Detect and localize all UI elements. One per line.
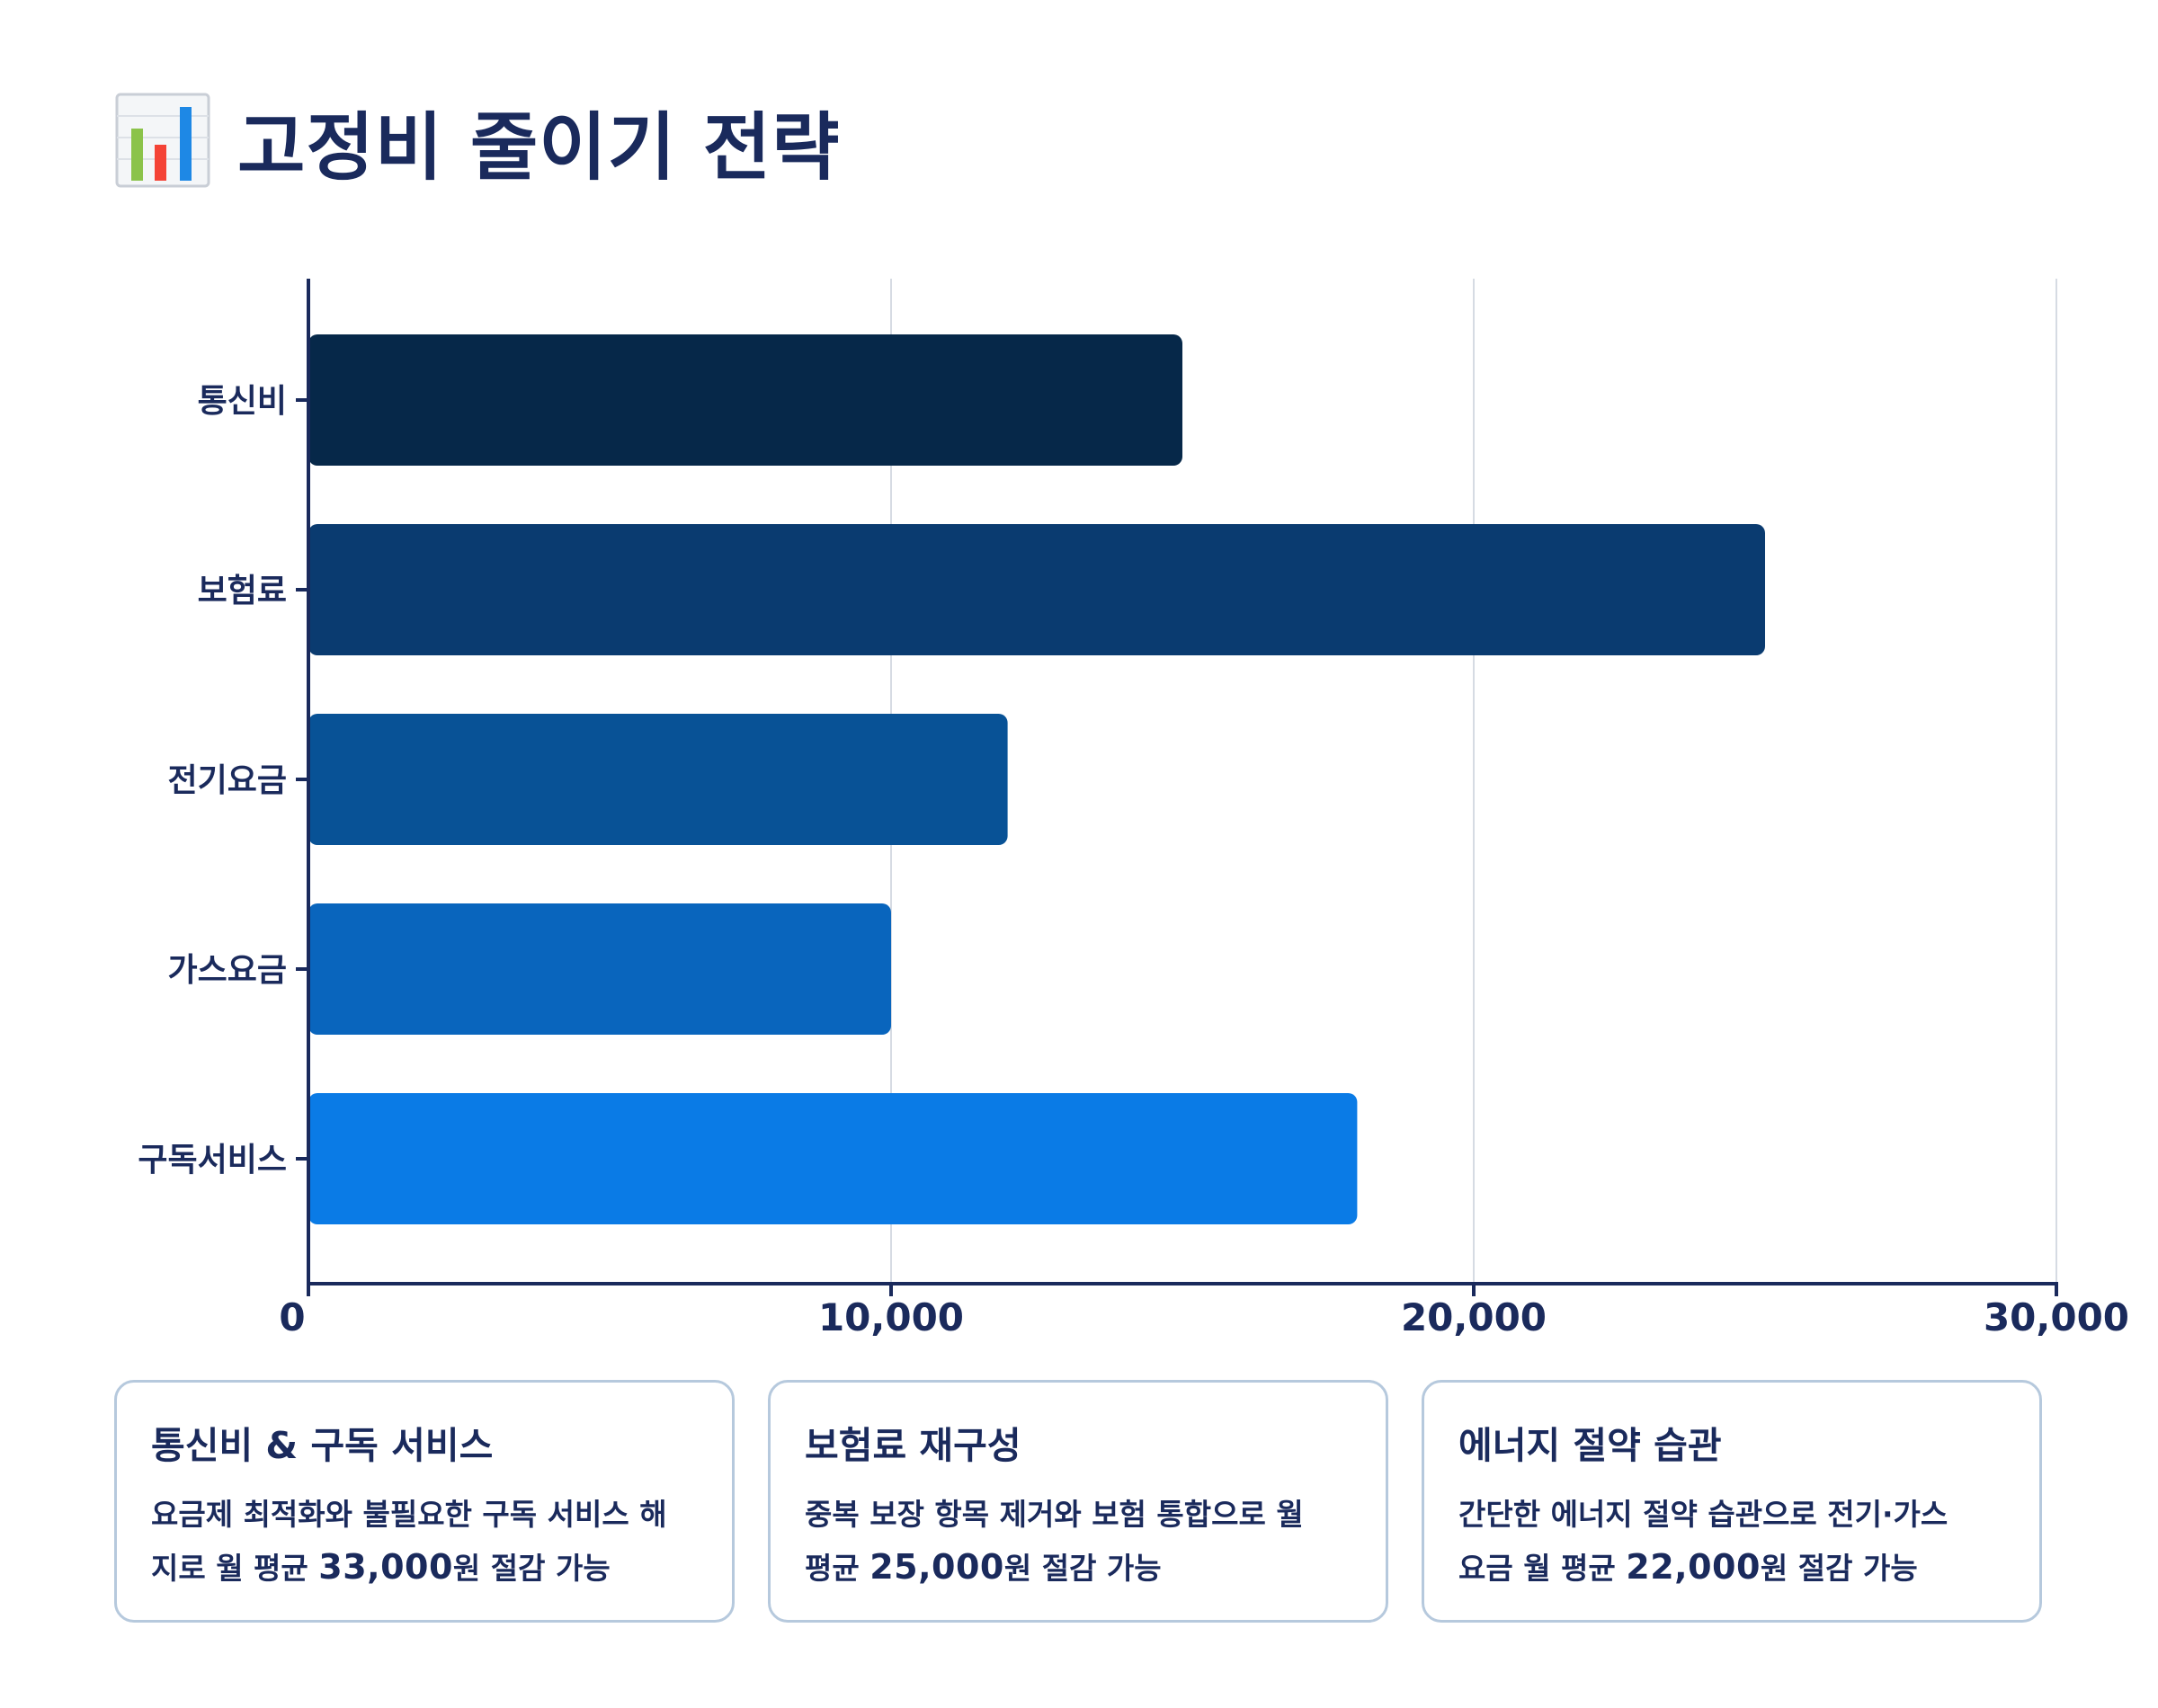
card-amount: 33,000 [318, 1547, 453, 1587]
y-category-label: 보험료 [198, 573, 287, 609]
page-title: 고정비 줄이기 전략 [237, 104, 841, 191]
card-amount: 22,000 [1626, 1547, 1761, 1587]
card-title: 보험료 재구성 [805, 1424, 1021, 1467]
card-description: 요금제 최적화와 불필요한 구독 서비스 해 지로 월 평균 33,000원 절… [151, 1489, 698, 1595]
card-telecom: 통신비 & 구독 서비스 요금제 최적화와 불필요한 구독 서비스 해 지로 월… [114, 1380, 735, 1623]
card-description: 중복 보장 항목 제거와 보험 통합으로 월 평균 25,000원 절감 가능 [805, 1489, 1351, 1595]
x-tick-label: 20,000 [1401, 1295, 1547, 1339]
strategy-cards: 통신비 & 구독 서비스 요금제 최적화와 불필요한 구독 서비스 해 지로 월… [114, 1380, 2042, 1623]
card-line: 요금제 최적화와 불필요한 구독 서비스 해 [151, 1497, 667, 1532]
card-title: 에너지 절약 습관 [1458, 1424, 1722, 1467]
bar-5 [308, 1093, 1358, 1224]
page-header: 고정비 줄이기 전략 [115, 86, 841, 194]
y-category-label: 구독서비스 [138, 1142, 287, 1179]
card-line: 중복 보장 항목 제거와 보험 통합으로 월 [805, 1497, 1304, 1532]
bar-2 [308, 524, 1765, 655]
bar-1 [308, 334, 1182, 466]
card-line: 요금 월 평균 22,000원 절감 가능 [1458, 1541, 2005, 1595]
card-amount: 25,000 [869, 1547, 1004, 1587]
y-category-label: 가스요금 [168, 952, 287, 989]
card-text: 평균 [805, 1551, 870, 1586]
card-description: 간단한 에너지 절약 습관으로 전기·가스 요금 월 평균 22,000원 절감… [1458, 1489, 2005, 1595]
bar-4 [308, 903, 891, 1035]
card-text: 원 절감 가능 [452, 1551, 611, 1586]
card-text: 지로 월 평균 [151, 1551, 319, 1586]
x-tick-label: 10,000 [818, 1295, 964, 1339]
card-energy: 에너지 절약 습관 간단한 에너지 절약 습관으로 전기·가스 요금 월 평균 … [1422, 1380, 2042, 1623]
card-line: 지로 월 평균 33,000원 절감 가능 [151, 1541, 698, 1595]
card-title: 통신비 & 구독 서비스 [151, 1424, 494, 1467]
card-text: 원 절감 가능 [1760, 1551, 1918, 1586]
bars [308, 334, 1765, 1224]
card-text: 원 절감 가능 [1003, 1551, 1162, 1586]
x-tick-label: 0 [279, 1295, 305, 1339]
x-tick-label: 30,000 [1984, 1295, 2129, 1339]
card-text: 요금 월 평균 [1458, 1551, 1627, 1586]
axes [296, 279, 2058, 1296]
card-line: 간단한 에너지 절약 습관으로 전기·가스 [1458, 1497, 1948, 1532]
card-insurance: 보험료 재구성 중복 보장 항목 제거와 보험 통합으로 월 평균 25,000… [768, 1380, 1388, 1623]
card-line: 평균 25,000원 절감 가능 [805, 1541, 1351, 1595]
y-category-label: 전기요금 [168, 762, 287, 799]
bar-3 [308, 714, 1008, 845]
bar-chart-icon [115, 93, 210, 188]
y-category-label: 통신비 [198, 383, 287, 420]
